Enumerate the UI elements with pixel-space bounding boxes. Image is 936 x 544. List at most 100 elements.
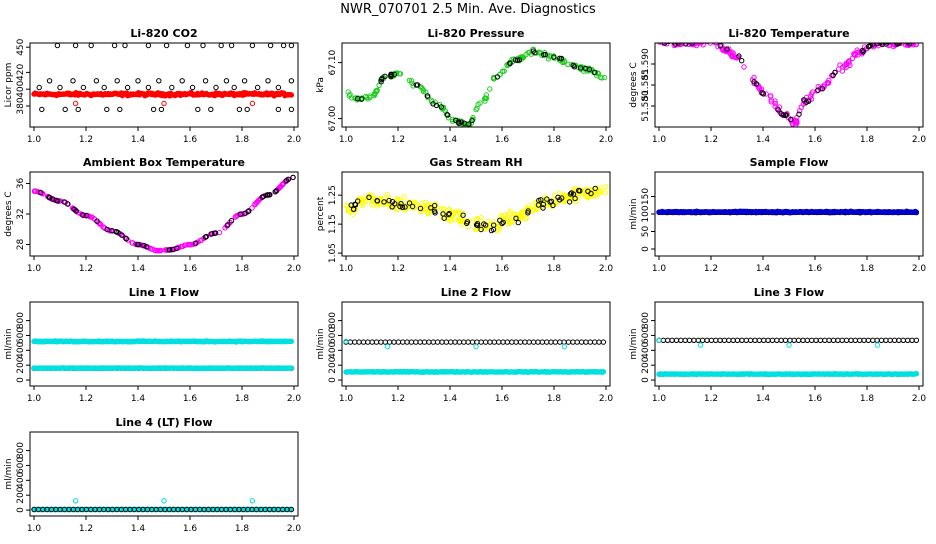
data-point: [249, 43, 256, 49]
data-point: [434, 339, 441, 345]
data-point: [458, 119, 464, 125]
data-point: [137, 242, 144, 248]
data-point: [519, 54, 525, 60]
x-tick-label: 1.4: [756, 135, 771, 145]
data-point: [726, 337, 732, 343]
data-point: [360, 339, 367, 345]
data-point: [408, 339, 415, 345]
data-point: [677, 43, 684, 45]
data-point: [597, 189, 604, 195]
data-point: [815, 83, 821, 90]
data-point: [356, 339, 362, 345]
data-point: [62, 106, 68, 113]
data-point: [223, 78, 230, 84]
x-tick-label: 1.4: [756, 264, 771, 274]
chart-title: Li-820 CO2: [130, 27, 197, 40]
data-point: [129, 240, 135, 246]
data-point: [398, 201, 404, 207]
data-point: [404, 339, 410, 345]
y-tick-label: 800: [328, 312, 338, 329]
data-point: [734, 337, 741, 343]
data-point: [174, 245, 180, 252]
data-point: [657, 43, 663, 45]
y-tick-label: 800: [641, 312, 651, 329]
x-tick-label: 1.6: [183, 264, 198, 274]
x-tick-label: 1.8: [547, 394, 562, 404]
y-tick-label: 36: [16, 177, 26, 189]
data-point: [825, 80, 832, 86]
plot-points: [657, 43, 919, 127]
data-point: [578, 339, 585, 345]
y-tick-label: 0: [641, 246, 651, 252]
data-point: [870, 337, 876, 343]
data-point: [386, 197, 392, 204]
data-point: [267, 192, 273, 198]
data-point: [906, 43, 909, 44]
data-point: [517, 212, 523, 218]
data-point: [369, 202, 375, 208]
data-point: [496, 339, 502, 345]
y-tick-label: 200: [328, 356, 338, 373]
data-point: [395, 196, 401, 203]
data-point: [599, 75, 605, 81]
y-axis-label: ml/min: [629, 328, 639, 359]
data-point: [117, 106, 123, 113]
data-point: [874, 342, 881, 348]
data-point: [389, 204, 395, 210]
data-point: [778, 337, 784, 343]
y-tick-label: 1.05: [328, 243, 338, 263]
data-point: [249, 205, 255, 211]
data-point: [288, 365, 295, 371]
data-point: [500, 68, 506, 74]
data-point: [557, 197, 563, 203]
data-point: [522, 339, 528, 345]
data-point: [809, 337, 815, 343]
x-tick-label: 1.4: [131, 524, 146, 534]
data-point: [592, 339, 598, 345]
x-tick-label: 2.0: [287, 394, 302, 404]
data-point: [432, 202, 438, 209]
data-point: [517, 339, 524, 345]
data-point: [412, 199, 418, 206]
data-point: [158, 106, 165, 113]
data-point: [600, 369, 607, 375]
plot-points: [31, 43, 295, 113]
plot-frame: [341, 42, 611, 128]
y-tick-label: 150: [641, 188, 651, 205]
chart-title: Line 3 Flow: [754, 286, 824, 299]
data-point: [507, 60, 513, 66]
x-tick-label: 2.0: [599, 135, 614, 145]
data-point: [169, 84, 175, 91]
x-tick-label: 1.4: [443, 264, 458, 274]
data-point: [439, 339, 445, 345]
data-point: [181, 242, 188, 249]
data-point: [93, 78, 100, 84]
x-tick-label: 1.4: [443, 394, 458, 404]
chart-panel: Line 2 Flow 1.0 1.2 1.4 1.6 1.8 2.0 0 2004006008…: [316, 286, 613, 404]
data-point: [851, 52, 858, 58]
chart-panel: Gas Stream RH 1.0 1.2 1.4 1.6 1.8 2.0 1.05 1.15 1…: [316, 156, 613, 274]
data-point: [477, 100, 483, 106]
y-tick-label: 800: [16, 312, 26, 329]
data-point: [600, 339, 607, 345]
data-point: [602, 190, 608, 196]
data-point: [507, 219, 514, 226]
data-point: [273, 188, 280, 194]
data-point: [401, 194, 407, 200]
y-tick-label: 67.00: [328, 105, 338, 131]
x-tick-label: 1.6: [495, 135, 510, 145]
x-tick-label: 1.4: [131, 394, 146, 404]
data-point: [913, 371, 920, 377]
data-point: [800, 337, 806, 343]
data-point: [441, 206, 447, 212]
data-point: [544, 339, 550, 345]
data-point: [397, 71, 404, 77]
data-point: [430, 339, 436, 345]
data-point: [474, 222, 481, 229]
data-point: [516, 214, 522, 220]
data-point: [751, 80, 757, 87]
data-point: [487, 86, 493, 92]
data-point: [265, 192, 271, 198]
data-point: [474, 339, 480, 345]
data-point: [478, 226, 484, 233]
